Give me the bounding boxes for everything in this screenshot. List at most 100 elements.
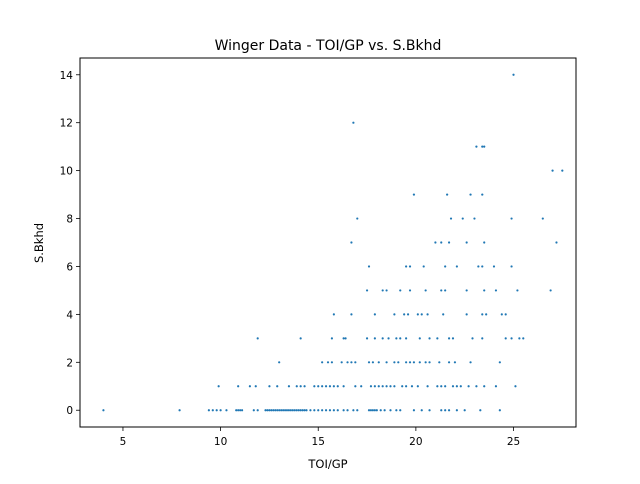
data-point	[561, 169, 564, 172]
data-point	[365, 337, 369, 340]
data-point	[514, 385, 517, 388]
data-point	[332, 385, 335, 388]
data-point	[389, 409, 392, 412]
data-point	[405, 361, 408, 364]
data-point	[385, 361, 388, 364]
data-point	[440, 289, 443, 292]
data-point	[416, 313, 419, 316]
x-tick-label: 20	[409, 436, 422, 448]
data-point	[313, 385, 316, 388]
data-point	[293, 409, 296, 412]
data-point	[518, 337, 521, 340]
data-point	[465, 289, 468, 292]
data-point	[436, 385, 439, 388]
data-point	[274, 409, 277, 412]
data-point	[449, 217, 453, 220]
data-point	[444, 289, 447, 292]
data-point	[483, 385, 486, 388]
data-point	[371, 409, 375, 412]
data-point	[369, 409, 373, 412]
data-point	[440, 409, 443, 412]
data-point	[313, 409, 316, 412]
data-point	[446, 193, 449, 196]
data-point	[321, 409, 324, 412]
data-point	[211, 409, 214, 412]
data-point	[510, 337, 513, 340]
data-point	[447, 337, 451, 340]
data-point	[498, 361, 501, 364]
data-point	[342, 409, 345, 412]
data-point	[395, 337, 398, 340]
data-point	[299, 385, 302, 388]
data-point	[285, 409, 289, 412]
y-axis-label: S.Bkhd	[32, 223, 46, 263]
x-tick-label: 25	[507, 436, 520, 448]
data-point	[207, 409, 210, 412]
data-point	[303, 409, 306, 412]
data-point	[410, 385, 414, 388]
data-point	[342, 385, 345, 388]
data-point	[461, 217, 464, 220]
data-point	[321, 361, 324, 364]
data-point	[299, 409, 302, 412]
data-point	[217, 385, 220, 388]
data-point	[383, 409, 386, 412]
data-point	[555, 241, 558, 244]
data-point	[422, 265, 425, 268]
data-point	[428, 361, 431, 364]
data-point	[350, 313, 353, 316]
data-point	[440, 241, 443, 244]
data-point	[500, 313, 503, 316]
data-point	[272, 409, 275, 412]
data-point	[379, 409, 382, 412]
data-point	[240, 409, 244, 412]
data-point	[332, 409, 335, 412]
data-point	[340, 361, 343, 364]
data-point	[475, 145, 478, 148]
data-point	[291, 409, 294, 412]
data-point	[401, 385, 404, 388]
data-point	[389, 385, 392, 388]
data-point	[346, 409, 349, 412]
data-point	[252, 409, 255, 412]
data-point	[219, 409, 222, 412]
y-tick-label: 14	[60, 70, 74, 82]
data-point	[512, 73, 515, 76]
data-point	[465, 241, 468, 244]
data-point	[303, 385, 306, 388]
data-point	[367, 265, 371, 268]
y-tick-label: 8	[66, 214, 73, 226]
data-point	[239, 409, 242, 412]
data-point	[268, 409, 271, 412]
data-point	[369, 385, 373, 388]
data-point	[408, 265, 412, 268]
points-layer	[102, 73, 564, 412]
data-point	[276, 385, 279, 388]
data-point	[373, 409, 376, 412]
data-point	[481, 145, 484, 148]
data-point	[336, 409, 339, 412]
data-point	[471, 337, 474, 340]
chart-title: Winger Data - TOI/GP vs. S.Bkhd	[215, 38, 442, 54]
plot-frame	[79, 57, 577, 428]
data-point	[444, 385, 447, 388]
data-point	[485, 313, 488, 316]
x-axis-label: TOI/GP	[307, 457, 347, 471]
y-tick-label: 12	[60, 118, 73, 130]
data-point	[406, 313, 410, 316]
data-point	[270, 409, 273, 412]
data-point	[453, 361, 457, 364]
data-point	[412, 193, 416, 196]
data-point	[321, 385, 324, 388]
data-point	[385, 385, 388, 388]
data-point	[418, 361, 421, 364]
data-point	[385, 289, 388, 292]
data-point	[278, 409, 281, 412]
data-point	[438, 361, 441, 364]
data-point	[473, 217, 476, 220]
y-tick-label: 2	[66, 357, 73, 369]
data-point	[459, 385, 462, 388]
data-point	[428, 409, 431, 412]
data-point	[248, 385, 251, 388]
